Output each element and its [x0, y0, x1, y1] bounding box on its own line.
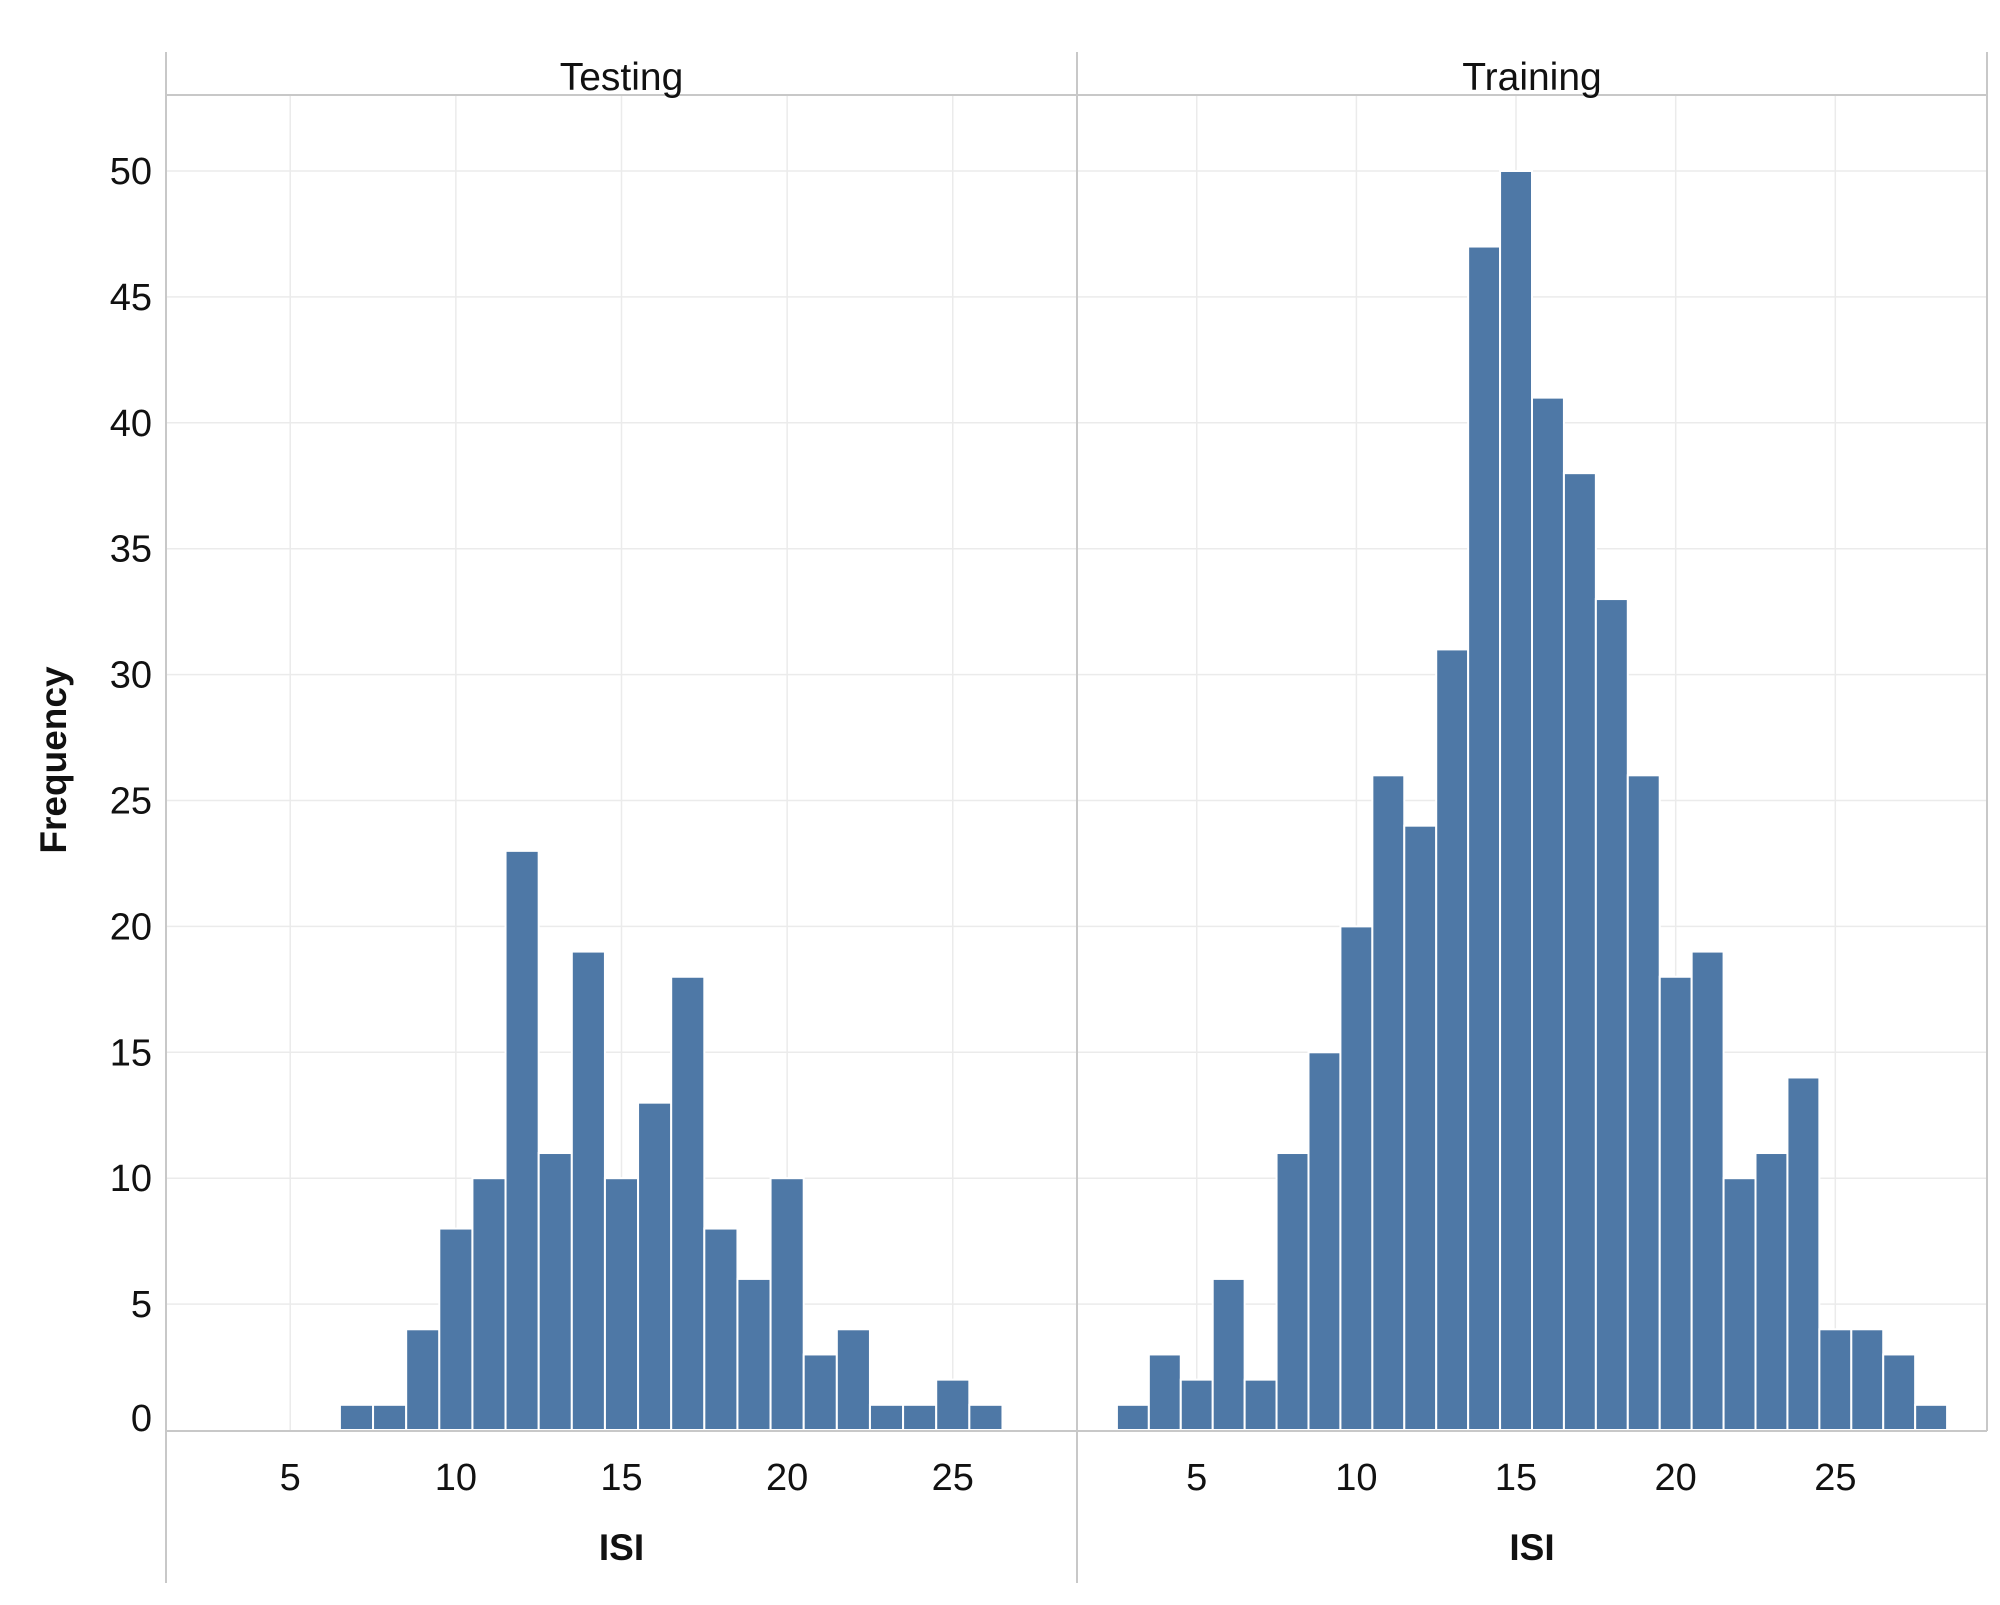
histogram-bar — [504, 849, 540, 1431]
x-tick-label: 10 — [1335, 1457, 1377, 1499]
histogram-bar — [802, 1353, 838, 1431]
y-tick-label: 30 — [110, 655, 152, 697]
histogram-bar — [868, 1403, 905, 1431]
x-tick-label: 5 — [1186, 1457, 1207, 1499]
histogram-bar — [902, 1403, 938, 1431]
x-tick-label: 15 — [1495, 1457, 1537, 1499]
histogram-bar — [1243, 1378, 1278, 1432]
panel-title: Testing — [560, 56, 684, 99]
histogram-bar — [537, 1152, 573, 1432]
panel-title: Training — [1462, 56, 1601, 99]
histogram-bar — [1499, 170, 1534, 1431]
histogram-bar — [372, 1403, 408, 1431]
histogram-bar — [736, 1277, 772, 1432]
y-tick-label: 35 — [110, 529, 152, 571]
histogram-bar — [438, 1227, 474, 1432]
histogram-bar — [338, 1403, 375, 1431]
histogram-bar — [603, 1177, 640, 1431]
histogram-bar — [703, 1227, 739, 1432]
histogram-bar — [1531, 396, 1565, 1431]
histogram-bar — [835, 1328, 871, 1432]
x-tick-label: 20 — [1655, 1457, 1697, 1499]
histogram-bar — [1914, 1403, 1949, 1431]
y-tick-label: 5 — [131, 1284, 152, 1326]
histogram-bar — [1307, 1051, 1342, 1432]
y-tick-label: 0 — [131, 1398, 152, 1440]
y-axis-title: Frequency — [33, 666, 74, 854]
histogram-bar — [1594, 598, 1629, 1431]
x-tick-label: 5 — [280, 1457, 301, 1499]
histogram-bar — [1882, 1353, 1917, 1431]
histogram-bar — [1435, 648, 1470, 1431]
x-tick-label: 10 — [435, 1457, 477, 1499]
y-tick-label: 15 — [110, 1032, 152, 1074]
histogram-bar — [670, 975, 706, 1431]
x-tick-label: 20 — [766, 1457, 808, 1499]
y-tick-label: 10 — [110, 1158, 152, 1200]
histogram-bar — [1722, 1177, 1757, 1431]
histogram-bar — [1115, 1403, 1150, 1431]
x-tick-label: 15 — [600, 1457, 642, 1499]
histogram-bar — [1403, 824, 1438, 1431]
histogram-bar — [1786, 1076, 1821, 1431]
histogram-bar — [968, 1403, 1004, 1431]
histogram-bar — [1562, 472, 1597, 1432]
histogram-bar — [1658, 975, 1693, 1431]
text-layer: 0 5 10 15 20 25 30 35 40 45 50 Frequency 5 10 15 20 25 IS… — [33, 56, 1856, 1568]
histogram-bar — [1818, 1328, 1853, 1432]
y-tick-label: 50 — [110, 151, 152, 193]
x-tick-label: 25 — [1814, 1457, 1856, 1499]
histogram-bar — [570, 950, 606, 1432]
x-axis-title: ISI — [1509, 1527, 1554, 1568]
histogram-bar — [1275, 1152, 1310, 1432]
histogram-bar — [637, 1101, 673, 1432]
histogram-bar — [1211, 1277, 1246, 1432]
histogram-bar — [405, 1328, 441, 1432]
histogram-bar — [1371, 774, 1406, 1431]
histogram-bar — [1754, 1152, 1789, 1432]
histogram-bar — [1339, 925, 1374, 1432]
histogram-bar — [1690, 950, 1725, 1432]
frame-layer — [165, 52, 1988, 1583]
histogram-bar — [1626, 774, 1661, 1431]
y-tick-label: 20 — [110, 906, 152, 948]
histogram-bar — [1467, 245, 1502, 1431]
histogram-bar — [1179, 1378, 1214, 1432]
y-tick-label: 25 — [110, 781, 152, 823]
bars-layer — [338, 170, 1949, 1432]
histogram-bar — [769, 1177, 805, 1431]
y-tick-label: 45 — [110, 277, 152, 319]
histogram-bar — [935, 1378, 971, 1432]
x-tick-label: 25 — [932, 1457, 974, 1499]
histogram-bar — [471, 1177, 507, 1431]
x-axis-title: ISI — [599, 1527, 644, 1568]
y-tick-label: 40 — [110, 403, 152, 445]
histogram-bar — [1147, 1353, 1182, 1431]
histogram-bar — [1850, 1328, 1885, 1432]
